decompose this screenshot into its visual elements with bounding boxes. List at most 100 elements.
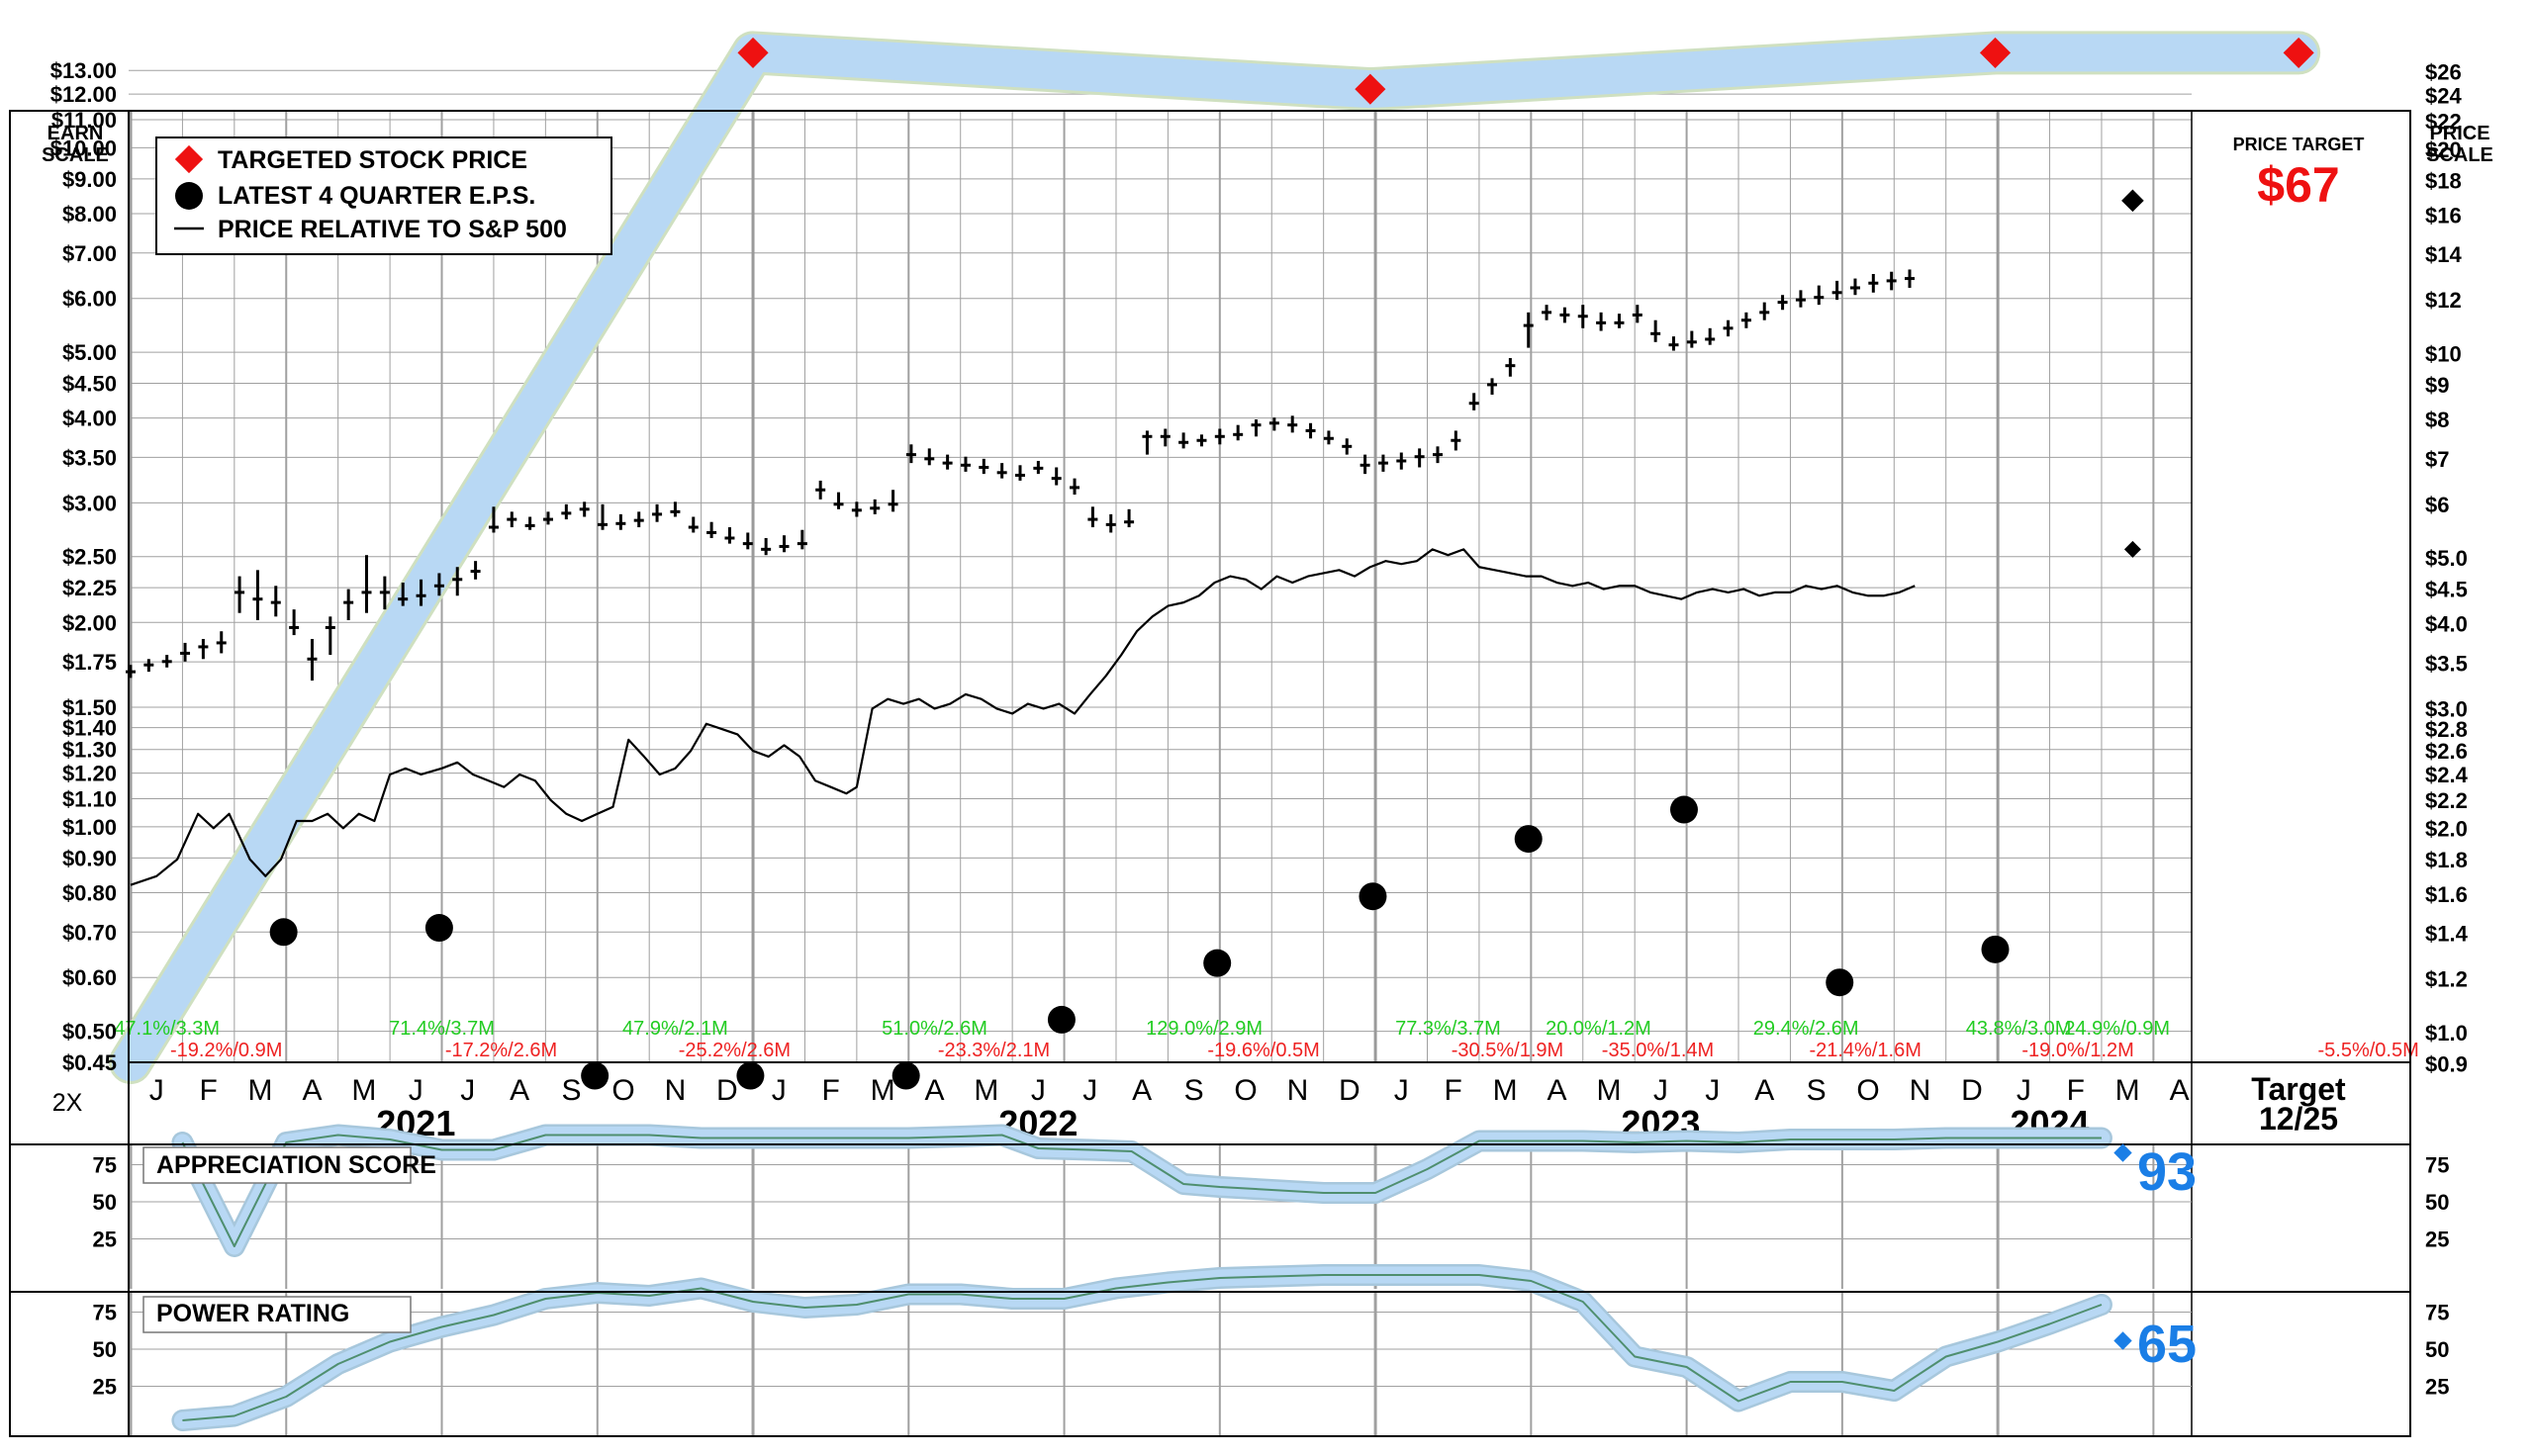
price-scale-tick: $3.5: [2425, 651, 2468, 676]
earn-scale-tick: $4.50: [62, 372, 117, 397]
earn-scale-tick: $1.20: [62, 762, 117, 786]
price-bar: [1105, 513, 1116, 533]
month-label: J: [1653, 1074, 1668, 1107]
quarter-down-label: -21.4%/1.6M: [1809, 1040, 1921, 1061]
earn-scale-tick: $0.45: [62, 1050, 117, 1075]
earn-scale-tick: $3.00: [62, 491, 117, 515]
price-bar: [361, 555, 372, 613]
price-scale-tick: $8: [2425, 408, 2449, 432]
price-scale-tick: $12: [2425, 288, 2462, 313]
price-bars: [126, 269, 1916, 682]
earn-scale-tick: $12.00: [50, 82, 117, 107]
price-bar: [1705, 327, 1716, 345]
axis-tick-labels: $13.00$12.00$11.00 $10.00 $9.00 $8.00 $7.00 $…: [50, 58, 2469, 1076]
price-scale-tick: $0.9: [2425, 1051, 2468, 1076]
month-label: F: [199, 1074, 217, 1107]
price-scale-tick: $2.4: [2425, 763, 2469, 787]
price-scale-tick: $2.8: [2425, 717, 2468, 742]
earn-scale-tick: $13.00: [50, 58, 117, 83]
month-label: D: [1961, 1074, 1983, 1107]
price-bar: [1142, 430, 1153, 455]
month-label: S: [562, 1074, 582, 1107]
month-label: J: [1082, 1074, 1097, 1107]
month-label: D: [716, 1074, 738, 1107]
quarter-down-label: -30.5%/1.9M: [1452, 1040, 1563, 1061]
price-scale-tick: $20: [2425, 137, 2462, 162]
price-bar: [1360, 454, 1370, 475]
earn-scale-tick: $7.00: [62, 241, 117, 266]
price-bar: [779, 535, 790, 553]
price-bar: [1905, 269, 1916, 288]
price-scale-tick: $6: [2425, 493, 2449, 517]
month-label: D: [1339, 1074, 1360, 1107]
month-label: M: [871, 1074, 895, 1107]
month-label: S: [1184, 1074, 1204, 1107]
power-tick-left: 25: [93, 1375, 117, 1400]
earn-scale-tick: $2.50: [62, 545, 117, 570]
price-bar: [942, 454, 953, 470]
month-label: J: [1394, 1074, 1409, 1107]
zoom-label: 2X: [52, 1089, 83, 1117]
eps-dot: [1981, 935, 2010, 963]
earn-scale-tick: $0.90: [62, 846, 117, 870]
appreciation-tick-left: 75: [93, 1153, 117, 1178]
price-scale-tick: $2.6: [2425, 739, 2468, 764]
price-bar: [1668, 336, 1679, 351]
price-bar: [1323, 430, 1334, 445]
price-bar: [416, 579, 426, 606]
price-bar: [433, 573, 444, 596]
price-bar: [815, 480, 826, 500]
price-bar: [1849, 278, 1860, 296]
legend-eps-marker: [175, 182, 203, 210]
last-relative-diamond: [2123, 540, 2141, 558]
price-bar: [343, 589, 354, 620]
price-scale-tick: $4.0: [2425, 612, 2468, 637]
earn-scale-tick: $1.75: [62, 650, 117, 675]
price-scale-tick: $1.2: [2425, 967, 2468, 992]
price-scale-tick: $7: [2425, 447, 2449, 472]
price-bar: [398, 583, 409, 606]
price-bar: [161, 655, 172, 668]
power-tick-right: 25: [2425, 1375, 2449, 1400]
price-bar: [1342, 438, 1353, 455]
price-bar: [452, 567, 463, 596]
month-label: A: [302, 1074, 322, 1107]
price-scale-tick: $5.0: [2425, 546, 2468, 571]
price-bar: [652, 503, 663, 522]
legend-target-label: TARGETED STOCK PRICE: [218, 146, 527, 174]
earn-scale-tick: $0.80: [62, 880, 117, 905]
quarter-down-label: -35.0%/1.4M: [1602, 1040, 1714, 1061]
price-bar: [1268, 417, 1279, 431]
price-bar: [325, 616, 335, 656]
price-bar: [1723, 319, 1734, 337]
eps-dot: [1047, 1005, 1076, 1034]
outer-frame: [9, 110, 2411, 1437]
price-scale-tick: $9: [2425, 373, 2449, 398]
month-label: M: [2115, 1074, 2140, 1107]
price-bar: [1070, 478, 1080, 496]
earn-scale-tick: $0.50: [62, 1020, 117, 1045]
price-scale-tick: $2.2: [2425, 788, 2468, 813]
quarter-annotations: 47.1%/3.3M-19.2%/0.9M 71.4%/3.7M-17.2%/2.…: [114, 1018, 2418, 1061]
power-band-edge: [171, 1264, 2112, 1431]
month-label: J: [1031, 1074, 1046, 1107]
price-scale-tick: $1.6: [2425, 882, 2468, 907]
month-label: F: [1445, 1074, 1462, 1107]
month-label: A: [925, 1074, 945, 1107]
price-bar: [1487, 378, 1498, 396]
month-label: J: [460, 1074, 475, 1107]
price-scale-tick: $18: [2425, 168, 2462, 193]
quarter-up-label: 24.9%/0.9M: [2064, 1018, 2170, 1040]
power-tick-left: 75: [93, 1301, 117, 1325]
price-scale-tick: $16: [2425, 203, 2462, 228]
month-label: O: [1856, 1074, 1879, 1107]
earn-scale-tick: $1.10: [62, 787, 117, 812]
price-bar: [1178, 432, 1189, 449]
quarter-down-label: -25.2%/2.6M: [679, 1040, 791, 1061]
eps-dot: [1514, 825, 1543, 854]
price-bar: [1377, 454, 1388, 472]
price-bar: [561, 503, 572, 520]
price-bar: [1795, 290, 1806, 308]
price-scale-tick: $14: [2425, 242, 2462, 267]
